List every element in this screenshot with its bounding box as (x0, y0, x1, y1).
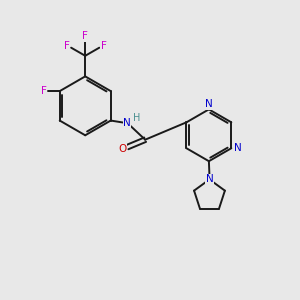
Text: F: F (82, 31, 88, 41)
Text: H: H (133, 113, 140, 123)
Text: N: N (206, 174, 213, 184)
Text: F: F (64, 41, 70, 51)
Text: N: N (234, 143, 242, 153)
Text: O: O (118, 143, 126, 154)
Text: F: F (40, 86, 46, 96)
Text: N: N (205, 99, 213, 109)
Text: N: N (123, 118, 131, 128)
Text: F: F (101, 41, 107, 51)
